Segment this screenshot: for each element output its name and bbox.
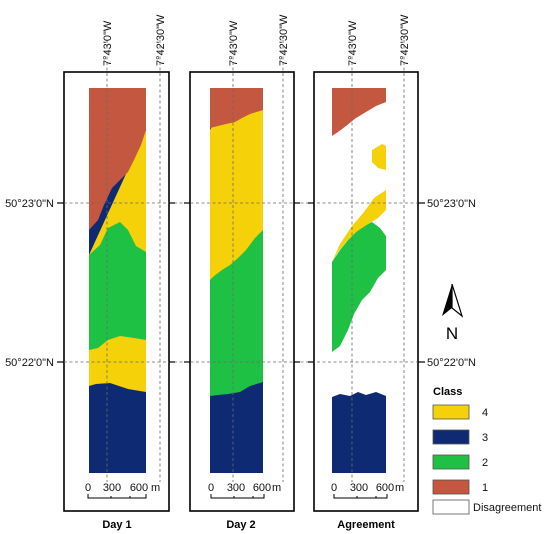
scale-bar-day1: 0 300 600 m — [85, 482, 160, 499]
lon-label-day2-1: 7°43'0"W — [228, 20, 240, 66]
panel-title-day2: Day 2 — [226, 519, 255, 531]
class2-region — [332, 222, 386, 352]
legend-title: Class — [433, 386, 462, 398]
panel-agreement — [313, 40, 419, 512]
svg-text:3: 3 — [482, 432, 488, 444]
lat-label-right-2: 50°22'0"N — [427, 357, 476, 369]
panel-day1-frame — [63, 71, 170, 512]
scale-tick-label: 600 — [376, 482, 394, 494]
class4-region — [210, 104, 263, 280]
scale-tick-label: 0 — [208, 482, 214, 494]
legend-item-class3: 3 — [432, 429, 488, 445]
lon-label-agreement-2: 7°42'30"W — [399, 14, 411, 66]
lon-label-day1-2: 7°42'30"W — [155, 14, 167, 66]
legend-item-disagreement: Disagreement — [432, 499, 541, 515]
scale-tick-label: 300 — [350, 482, 368, 494]
class4-patch — [372, 144, 386, 170]
panel-title-agreement: Agreement — [337, 519, 395, 531]
scale-tick-label: 600 — [130, 482, 148, 494]
legend: Class 4 3 2 1 Disagreement — [432, 386, 541, 515]
class3-region — [332, 392, 386, 473]
class1-region — [210, 88, 263, 128]
svg-text:1: 1 — [482, 482, 488, 494]
legend-item-class4: 4 — [432, 404, 488, 420]
svg-text:2: 2 — [482, 457, 488, 469]
lat-label-left-1: 50°23'0"N — [5, 198, 54, 210]
lon-label-day1-1: 7°43'0"W — [102, 20, 114, 66]
scale-tick-label: 300 — [227, 482, 245, 494]
class1-region — [332, 88, 386, 136]
class2-region — [89, 222, 146, 350]
map-day2 — [210, 88, 263, 473]
panel-day2 — [189, 40, 295, 512]
svg-text:4: 4 — [482, 407, 488, 419]
scale-unit: m — [272, 482, 281, 494]
panel-day2-frame — [189, 71, 295, 512]
class1-region — [89, 88, 146, 230]
map-day1 — [89, 88, 146, 473]
scale-tick-label: 0 — [85, 482, 91, 494]
scale-tick-label: 300 — [103, 482, 121, 494]
lon-label-day2-2: 7°42'30"W — [278, 14, 290, 66]
panel-title-day1: Day 1 — [102, 519, 131, 531]
lat-label-right-1: 50°23'0"N — [427, 198, 476, 210]
legend-item-class2: 2 — [432, 454, 488, 470]
map-agreement — [332, 88, 386, 473]
scale-unit: m — [395, 482, 404, 494]
scale-bar-agreement: 0 300 600 m — [331, 482, 404, 499]
scale-bar-day2: 0 300 600 m — [208, 482, 281, 499]
svg-text:Disagreement: Disagreement — [473, 502, 541, 514]
panel-agreement-frame — [313, 71, 419, 512]
legend-item-class1: 1 — [432, 479, 488, 495]
north-arrow-icon: N — [442, 283, 464, 343]
scale-tick-label: 0 — [331, 482, 337, 494]
lon-label-agreement-1: 7°43'0"W — [347, 20, 359, 66]
north-label: N — [446, 324, 458, 343]
lat-label-left-2: 50°22'0"N — [5, 357, 54, 369]
scale-tick-label: 600 — [253, 482, 271, 494]
class4-region — [332, 190, 386, 262]
lat-ticks — [57, 202, 425, 363]
panel-day1 — [63, 40, 170, 512]
scale-unit: m — [151, 482, 160, 494]
